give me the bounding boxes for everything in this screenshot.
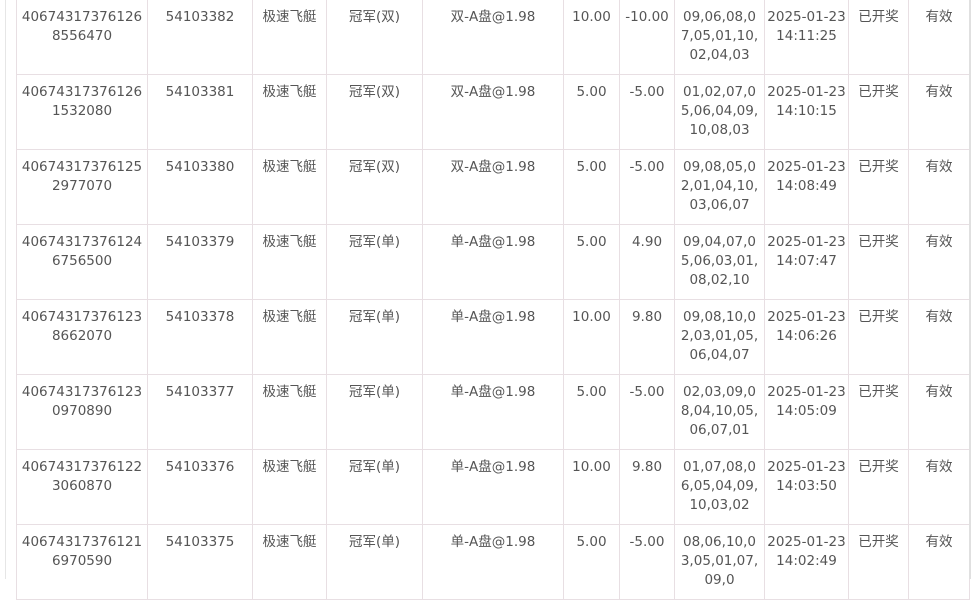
bet-content: 单-A盘@1.98 [422, 374, 564, 450]
issue-number: 54103377 [147, 374, 253, 450]
win-loss: -5.00 [619, 149, 675, 225]
draw-status: 已开奖 [848, 0, 909, 75]
win-loss: -5.00 [619, 374, 675, 450]
draw-status: 已开奖 [848, 524, 909, 600]
bet-amount: 10.00 [563, 0, 620, 75]
order-number: 406743173761252977070 [16, 149, 148, 225]
bet-time: 2025-01-23 14:06:26 [764, 299, 849, 375]
bet-amount: 5.00 [563, 149, 620, 225]
bet-amount: 5.00 [563, 524, 620, 600]
draw-result: 09,08,10,02,03,01,05,06,04,07 [674, 299, 765, 375]
bet-content: 单-A盘@1.98 [422, 299, 564, 375]
table-row: 406743173761230970890 54103377 极速飞艇 冠军(单… [16, 374, 970, 450]
bet-records-table: 406743173761268556470 54103382 极速飞艇 冠军(双… [16, 0, 970, 600]
bet-amount: 5.00 [563, 374, 620, 450]
draw-result: 09,08,05,02,01,04,10,03,06,07 [674, 149, 765, 225]
draw-status: 已开奖 [848, 74, 909, 150]
game-name: 极速飞艇 [252, 149, 327, 225]
win-loss: 9.80 [619, 299, 675, 375]
play-type: 冠军(双) [326, 149, 423, 225]
win-loss: -5.00 [619, 74, 675, 150]
game-name: 极速飞艇 [252, 0, 327, 75]
draw-result: 09,04,07,05,06,03,01,08,02,10 [674, 224, 765, 300]
draw-result: 02,03,09,08,04,10,05,06,07,01 [674, 374, 765, 450]
order-number: 406743173761230970890 [16, 374, 148, 450]
validity-status: 有效 [908, 149, 970, 225]
bet-time: 2025-01-23 14:02:49 [764, 524, 849, 600]
bet-amount: 10.00 [563, 449, 620, 525]
game-name: 极速飞艇 [252, 449, 327, 525]
bet-content: 单-A盘@1.98 [422, 524, 564, 600]
left-border [5, 0, 6, 579]
issue-number: 54103376 [147, 449, 253, 525]
order-number: 406743173761223060870 [16, 449, 148, 525]
validity-status: 有效 [908, 449, 970, 525]
issue-number: 54103378 [147, 299, 253, 375]
table-row: 406743173761246756500 54103379 极速飞艇 冠军(单… [16, 224, 970, 300]
bet-time: 2025-01-23 14:08:49 [764, 149, 849, 225]
validity-status: 有效 [908, 0, 970, 75]
table-row: 406743173761216970590 54103375 极速飞艇 冠军(单… [16, 524, 970, 600]
bet-content: 双-A盘@1.98 [422, 74, 564, 150]
order-number: 406743173761238662070 [16, 299, 148, 375]
draw-result: 01,07,08,06,05,04,09,10,03,02 [674, 449, 765, 525]
win-loss: 9.80 [619, 449, 675, 525]
bet-time: 2025-01-23 14:10:15 [764, 74, 849, 150]
game-name: 极速飞艇 [252, 299, 327, 375]
validity-status: 有效 [908, 299, 970, 375]
order-number: 406743173761268556470 [16, 0, 148, 75]
draw-result: 09,06,08,07,05,01,10,02,04,03 [674, 0, 765, 75]
order-number: 406743173761246756500 [16, 224, 148, 300]
bet-time: 2025-01-23 14:03:50 [764, 449, 849, 525]
win-loss: 4.90 [619, 224, 675, 300]
draw-status: 已开奖 [848, 149, 909, 225]
bet-amount: 5.00 [563, 224, 620, 300]
issue-number: 54103375 [147, 524, 253, 600]
issue-number: 54103380 [147, 149, 253, 225]
order-number: 406743173761216970590 [16, 524, 148, 600]
draw-status: 已开奖 [848, 374, 909, 450]
win-loss: -5.00 [619, 524, 675, 600]
validity-status: 有效 [908, 74, 970, 150]
draw-status: 已开奖 [848, 299, 909, 375]
table-row: 406743173761261532080 54103381 极速飞艇 冠军(双… [16, 74, 970, 150]
game-name: 极速飞艇 [252, 74, 327, 150]
play-type: 冠军(单) [326, 374, 423, 450]
table-row: 406743173761268556470 54103382 极速飞艇 冠军(双… [16, 0, 970, 75]
draw-status: 已开奖 [848, 224, 909, 300]
order-number: 406743173761261532080 [16, 74, 148, 150]
validity-status: 有效 [908, 224, 970, 300]
issue-number: 54103382 [147, 0, 253, 75]
table-row: 406743173761238662070 54103378 极速飞艇 冠军(单… [16, 299, 970, 375]
game-name: 极速飞艇 [252, 374, 327, 450]
play-type: 冠军(单) [326, 449, 423, 525]
bet-time: 2025-01-23 14:11:25 [764, 0, 849, 75]
bet-time: 2025-01-23 14:05:09 [764, 374, 849, 450]
bet-content: 双-A盘@1.98 [422, 0, 564, 75]
draw-result: 01,02,07,05,06,04,09,10,08,03 [674, 74, 765, 150]
play-type: 冠军(双) [326, 74, 423, 150]
validity-status: 有效 [908, 524, 970, 600]
draw-result: 08,06,10,03,05,01,07,09,0 [674, 524, 765, 600]
bet-content: 双-A盘@1.98 [422, 149, 564, 225]
issue-number: 54103379 [147, 224, 253, 300]
bet-time: 2025-01-23 14:07:47 [764, 224, 849, 300]
bet-content: 单-A盘@1.98 [422, 449, 564, 525]
play-type: 冠军(双) [326, 0, 423, 75]
game-name: 极速飞艇 [252, 524, 327, 600]
validity-status: 有效 [908, 374, 970, 450]
bet-content: 单-A盘@1.98 [422, 224, 564, 300]
bet-amount: 5.00 [563, 74, 620, 150]
draw-status: 已开奖 [848, 449, 909, 525]
win-loss: -10.00 [619, 0, 675, 75]
game-name: 极速飞艇 [252, 224, 327, 300]
play-type: 冠军(单) [326, 224, 423, 300]
table-row: 406743173761252977070 54103380 极速飞艇 冠军(双… [16, 149, 970, 225]
table-row: 406743173761223060870 54103376 极速飞艇 冠军(单… [16, 449, 970, 525]
issue-number: 54103381 [147, 74, 253, 150]
scrollbar[interactable] [969, 0, 971, 579]
play-type: 冠军(单) [326, 299, 423, 375]
play-type: 冠军(单) [326, 524, 423, 600]
bet-amount: 10.00 [563, 299, 620, 375]
